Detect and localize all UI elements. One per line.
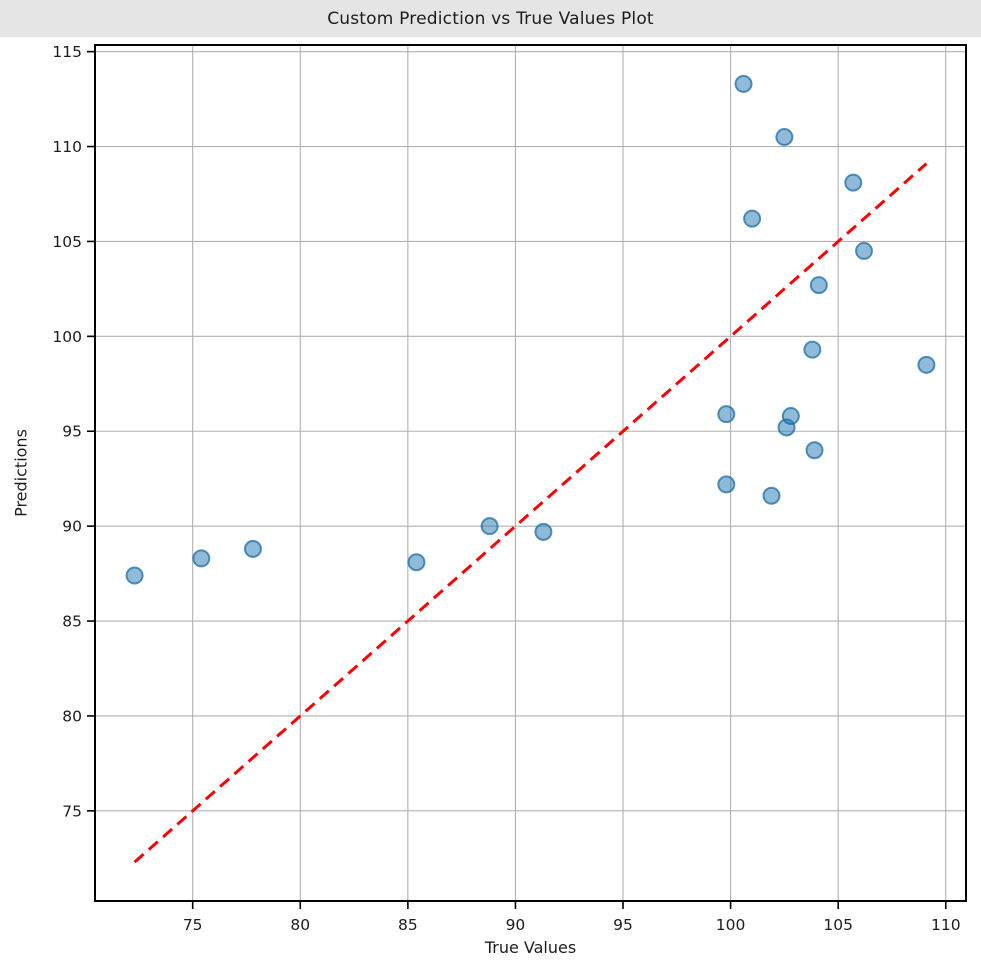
y-tick-label: 90 (62, 518, 82, 536)
y-tick-label: 115 (52, 43, 82, 61)
y-tick-label: 110 (52, 138, 82, 156)
scatter-point (781, 407, 800, 426)
x-tick-label: 110 (931, 916, 961, 934)
y-tick-label: 95 (62, 423, 82, 441)
y-axis-label: Predictions (11, 429, 31, 517)
scatter-point (734, 74, 753, 93)
x-tick-label: 90 (506, 916, 526, 934)
x-tick-label: 100 (716, 916, 746, 934)
scatter-point (717, 405, 736, 424)
scatter-point (844, 173, 863, 192)
scatter-point (762, 486, 781, 505)
scatter-point (917, 355, 936, 374)
y-tick-label: 85 (62, 613, 82, 631)
axes-spines (94, 44, 967, 902)
y-tick-label: 75 (62, 802, 82, 820)
scatter-point (243, 539, 262, 558)
scatter-point (855, 241, 874, 260)
x-tick-label: 85 (398, 916, 418, 934)
identity-line (133, 162, 928, 864)
scatter-point (192, 549, 211, 568)
scatter-point (743, 209, 762, 228)
scatter-point (125, 566, 144, 585)
scatter-point (480, 517, 499, 536)
x-tick-label: 75 (183, 916, 203, 934)
scatter-point (805, 441, 824, 460)
y-tick-label: 100 (52, 328, 82, 346)
scatter-point (717, 475, 736, 494)
scatter-point (407, 553, 426, 572)
scatter-point (803, 340, 822, 359)
x-tick-label: 105 (823, 916, 853, 934)
scatter-point (809, 276, 828, 295)
scatter-point (534, 522, 553, 541)
y-tick-label: 105 (52, 233, 82, 251)
scatter-point (775, 128, 794, 147)
x-axis-label: True Values (484, 938, 577, 957)
y-tick-label: 80 (62, 707, 82, 725)
chart-title: Custom Prediction vs True Values Plot (327, 8, 654, 29)
title-band: Custom Prediction vs True Values Plot (0, 0, 981, 37)
x-tick-label: 80 (290, 916, 310, 934)
x-tick-label: 95 (613, 916, 633, 934)
